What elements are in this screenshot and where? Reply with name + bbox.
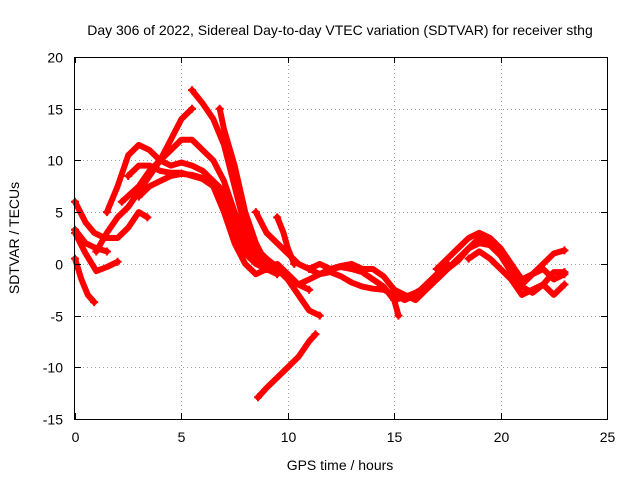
x-tick-label: 0	[72, 429, 80, 445]
y-tick-label: 5	[55, 205, 63, 221]
data-series-arc-17	[465, 248, 568, 298]
x-tick-label: 25	[600, 429, 616, 445]
data-point-marker	[254, 393, 263, 402]
data-point-marker	[305, 265, 314, 274]
data-point-marker	[560, 246, 569, 255]
data-series-arc-4	[72, 229, 121, 275]
y-tick-label: 20	[47, 50, 63, 66]
ticks: 0 5 10 15 20 25 -15 -10 -5 0 5 10 15 20	[43, 50, 616, 446]
data-point-marker	[92, 247, 101, 256]
y-tick-label: 15	[47, 102, 63, 118]
data-point-marker	[113, 257, 122, 266]
data-series-arc-16	[433, 229, 568, 283]
data-point-marker	[464, 254, 473, 263]
y-axis-label: SDTVAR / TECUs	[6, 182, 22, 294]
y-tick-label: 10	[47, 153, 63, 169]
data-point-marker	[394, 311, 403, 320]
data-series-arc-2	[72, 226, 110, 255]
x-tick-label: 10	[281, 429, 297, 445]
data-point-marker	[251, 208, 260, 217]
plot-frame	[74, 57, 608, 420]
data-point-marker	[290, 259, 299, 268]
data-point-marker	[143, 213, 152, 222]
y-tick-label: -5	[51, 309, 64, 325]
x-axis-label: GPS time / hours	[287, 457, 394, 473]
y-tick-label: -10	[43, 360, 63, 376]
data-series-arc-6	[103, 141, 281, 278]
series-layer	[71, 86, 569, 402]
data-point-marker	[117, 197, 126, 206]
data-series-arc-18	[255, 331, 319, 401]
data-series-arc-1	[72, 255, 98, 306]
data-point-marker	[215, 104, 224, 113]
chart-title: Day 306 of 2022, Sidereal Day-to-day VTE…	[87, 22, 593, 38]
data-point-marker	[315, 311, 324, 320]
data-point-marker	[90, 298, 99, 307]
y-tick-label: -15	[43, 412, 63, 428]
data-series-arc-11	[216, 105, 402, 319]
data-point-marker	[102, 208, 111, 217]
y-tick-label: 0	[55, 257, 63, 273]
data-point-marker	[273, 213, 282, 222]
data-point-marker	[188, 86, 197, 95]
x-tick-label: 15	[387, 429, 403, 445]
x-tick-label: 20	[494, 429, 510, 445]
data-point-marker	[305, 285, 314, 294]
data-point-marker	[188, 104, 197, 113]
data-point-marker	[432, 265, 441, 274]
data-point-marker	[560, 280, 569, 289]
x-tick-label: 5	[178, 429, 186, 445]
data-series-arc-3	[72, 198, 151, 241]
data-point-marker	[390, 296, 399, 305]
data-point-marker	[124, 171, 133, 180]
data-series-arc-13	[274, 214, 298, 267]
data-point-marker	[560, 270, 569, 279]
data-point-marker	[134, 192, 143, 201]
data-series-arc-9	[135, 170, 270, 272]
data-point-marker	[102, 247, 111, 256]
data-point-marker	[311, 330, 320, 339]
